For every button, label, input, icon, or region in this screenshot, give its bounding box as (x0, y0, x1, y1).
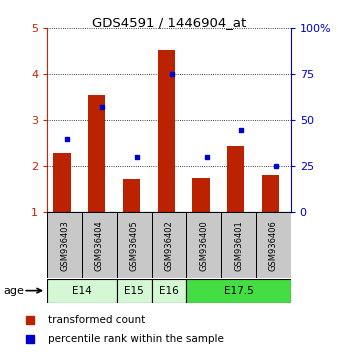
Bar (53, 153, 71, 212)
Text: percentile rank within the sample: percentile rank within the sample (48, 334, 224, 344)
Text: GSM936400: GSM936400 (199, 220, 208, 270)
Bar (82, 212, 117, 278)
Text: E15: E15 (124, 286, 144, 296)
Text: GSM936402: GSM936402 (165, 220, 173, 270)
Bar (117, 212, 152, 278)
Bar (123, 179, 140, 212)
Text: GSM936401: GSM936401 (234, 220, 243, 270)
Bar (192, 178, 210, 212)
Text: GDS4591 / 1446904_at: GDS4591 / 1446904_at (92, 16, 246, 29)
Text: GSM936405: GSM936405 (130, 220, 139, 270)
Bar (158, 50, 175, 212)
Bar (262, 175, 279, 212)
Text: age: age (3, 286, 24, 296)
Text: E16: E16 (159, 286, 179, 296)
Bar (221, 212, 256, 278)
Text: E14: E14 (72, 286, 92, 296)
Bar (88, 95, 105, 212)
Bar (186, 212, 221, 278)
Bar (117, 279, 152, 303)
Bar (47, 279, 117, 303)
Bar (152, 279, 186, 303)
Bar (47, 212, 82, 278)
Bar (256, 212, 291, 278)
Text: E17.5: E17.5 (224, 286, 254, 296)
Text: transformed count: transformed count (48, 315, 146, 325)
Text: GSM936403: GSM936403 (60, 220, 69, 270)
Bar (152, 212, 186, 278)
Bar (186, 279, 291, 303)
Text: GSM936404: GSM936404 (95, 220, 104, 270)
Text: GSM936406: GSM936406 (269, 220, 278, 270)
Bar (227, 146, 244, 212)
